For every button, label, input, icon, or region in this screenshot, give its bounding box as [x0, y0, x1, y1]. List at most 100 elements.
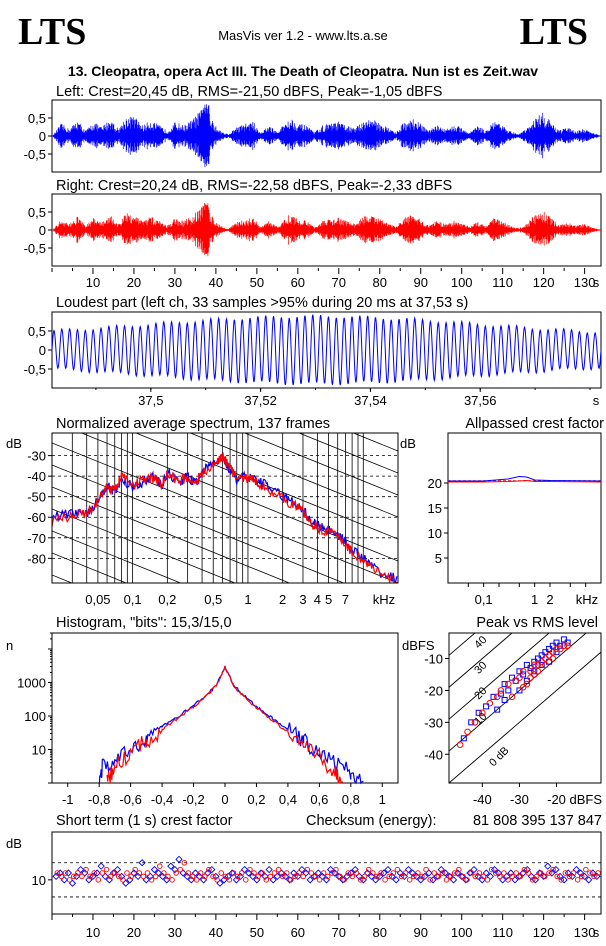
- short-term-point-right: [202, 873, 208, 880]
- short-term-point-left: [56, 869, 64, 877]
- app-version: MasVis ver 1.2 - www.lts.a.se: [218, 28, 388, 43]
- short-term-point-right: [554, 873, 560, 880]
- loudest-xtick-label: 37,56: [464, 393, 497, 408]
- short-term-point-right: [111, 870, 118, 876]
- short-term-point-left: [560, 876, 568, 884]
- short-term-point-right: [259, 870, 265, 876]
- time-axis-tick-label: 100: [451, 275, 473, 290]
- short-term-point-right: [312, 873, 319, 880]
- time-axis-tick-label: 50: [250, 275, 264, 290]
- peak-rms-point-left: [520, 671, 527, 678]
- short-term-point-right: [124, 870, 130, 876]
- short-term-point-left: [445, 872, 454, 881]
- short-term-point-left: [482, 869, 490, 877]
- peak-rms-point-left: [468, 719, 475, 726]
- crest-xtick-label: 1: [531, 592, 538, 607]
- peak-rms-point-right: [538, 658, 545, 666]
- short-term-point-right: [206, 866, 212, 873]
- spectrum-ytick-label: -60: [27, 510, 46, 525]
- histogram-series-right: [106, 665, 344, 785]
- short-term-point-left: [576, 869, 585, 877]
- peak-rms-point-right: [553, 645, 560, 653]
- peak-rms-ytick-label: -20: [424, 683, 443, 698]
- spectrum-xtick-label: 3: [299, 592, 306, 607]
- loudest-xtick-label: 37,5: [138, 393, 163, 408]
- short-term-point-right: [505, 877, 511, 883]
- short-term-point-left: [507, 869, 515, 877]
- peak-rms-ylabel: dBFS: [402, 638, 435, 653]
- time-axis-tick-label: 30: [168, 275, 182, 290]
- spectrum-diagonal: [189, 433, 398, 518]
- short-term-point-left: [421, 872, 429, 881]
- short-term-point-left: [228, 869, 236, 877]
- histogram-xtick-label: -0,4: [151, 792, 173, 807]
- short-term-point-right: [406, 877, 413, 883]
- peak-rms-point-left: [538, 661, 545, 668]
- short-term-point-right: [423, 866, 429, 873]
- spectrum-diagonal: [52, 442, 398, 583]
- short-term-point-right: [75, 870, 81, 876]
- short-term-point-right: [296, 870, 302, 876]
- short-term-point-left: [60, 876, 68, 884]
- short-term-point-right: [456, 866, 462, 873]
- short-term-point-left: [109, 869, 118, 877]
- short-term-point-right: [116, 873, 122, 880]
- short-term-point-left: [285, 876, 294, 884]
- short-term-point-right: [574, 877, 581, 883]
- short-term-point-left: [384, 865, 392, 874]
- short-term-point-right: [361, 873, 368, 880]
- logo-left: LTS: [18, 11, 86, 53]
- short-term-point-left: [429, 876, 437, 884]
- short-term-point-right: [353, 870, 360, 876]
- short-term-point-right: [210, 873, 216, 880]
- spectrum-xtick-label: 0,05: [85, 592, 110, 607]
- short-term-point-left: [154, 869, 163, 877]
- histogram-xtick-label: 0: [221, 792, 228, 807]
- short-term-point-right: [243, 877, 249, 883]
- peak-rms-diagonal-label: 0 dB: [487, 745, 511, 769]
- histogram-xtick-label: 0,4: [279, 792, 297, 807]
- peak-rms-point-left: [553, 639, 560, 646]
- peak-rms-xtick-label: -20: [547, 792, 566, 807]
- peak-rms-point-left: [534, 655, 541, 662]
- time-axis-tick-label: 80: [373, 275, 387, 290]
- crest-series-right: [448, 479, 602, 483]
- file-name: 13. Cleopatra, opera Act III. The Death …: [68, 63, 538, 79]
- peak-rms-point-left: [542, 649, 549, 656]
- short-term-point-right: [99, 870, 106, 876]
- histogram-ytick-label: 10: [32, 742, 46, 757]
- peak-rms-point-right: [516, 674, 523, 681]
- short-term-point-right: [513, 870, 519, 876]
- histogram-xtick-label: 0,6: [310, 792, 328, 807]
- spectrum-diagonal: [298, 433, 398, 474]
- short-term-xtick-label: 130: [574, 925, 596, 940]
- peak-rms-point-right: [523, 680, 531, 688]
- short-term-point-left: [458, 872, 466, 881]
- short-term-point-right: [558, 877, 565, 883]
- right-waveform-ytick-label: 0,5: [28, 205, 46, 220]
- short-term-point-right: [427, 877, 433, 883]
- peak-rms-point-right: [479, 709, 486, 717]
- short-term-point-right: [390, 870, 397, 876]
- left-waveform-ytick-label: -0,5: [24, 147, 46, 162]
- short-term-point-right: [185, 870, 192, 876]
- spectrum-title: Normalized average spectrum, 137 frames: [56, 416, 330, 432]
- short-term-point-left: [552, 865, 560, 874]
- short-term-point-left: [224, 872, 232, 881]
- short-term-point-right: [521, 866, 528, 873]
- histogram-xtick-label: -1: [62, 792, 74, 807]
- peak-rms-point-right: [493, 693, 501, 701]
- histogram-ylabel: n: [6, 638, 13, 653]
- short-term-point-right: [304, 866, 310, 873]
- checksum-value: 81 808 395 137 847: [473, 813, 602, 829]
- short-term-point-right: [197, 870, 204, 876]
- peak-rms-ytick-label: -30: [424, 715, 443, 730]
- short-term-point-right: [509, 873, 515, 880]
- short-term-point-right: [271, 870, 278, 876]
- short-term-point-right: [230, 870, 237, 876]
- spectrum-diagonal: [52, 619, 398, 759]
- short-term-point-left: [572, 865, 581, 874]
- peak-rms-point-left: [538, 652, 545, 659]
- short-term-point-left: [93, 869, 101, 877]
- peak-rms-point-left: [546, 658, 553, 665]
